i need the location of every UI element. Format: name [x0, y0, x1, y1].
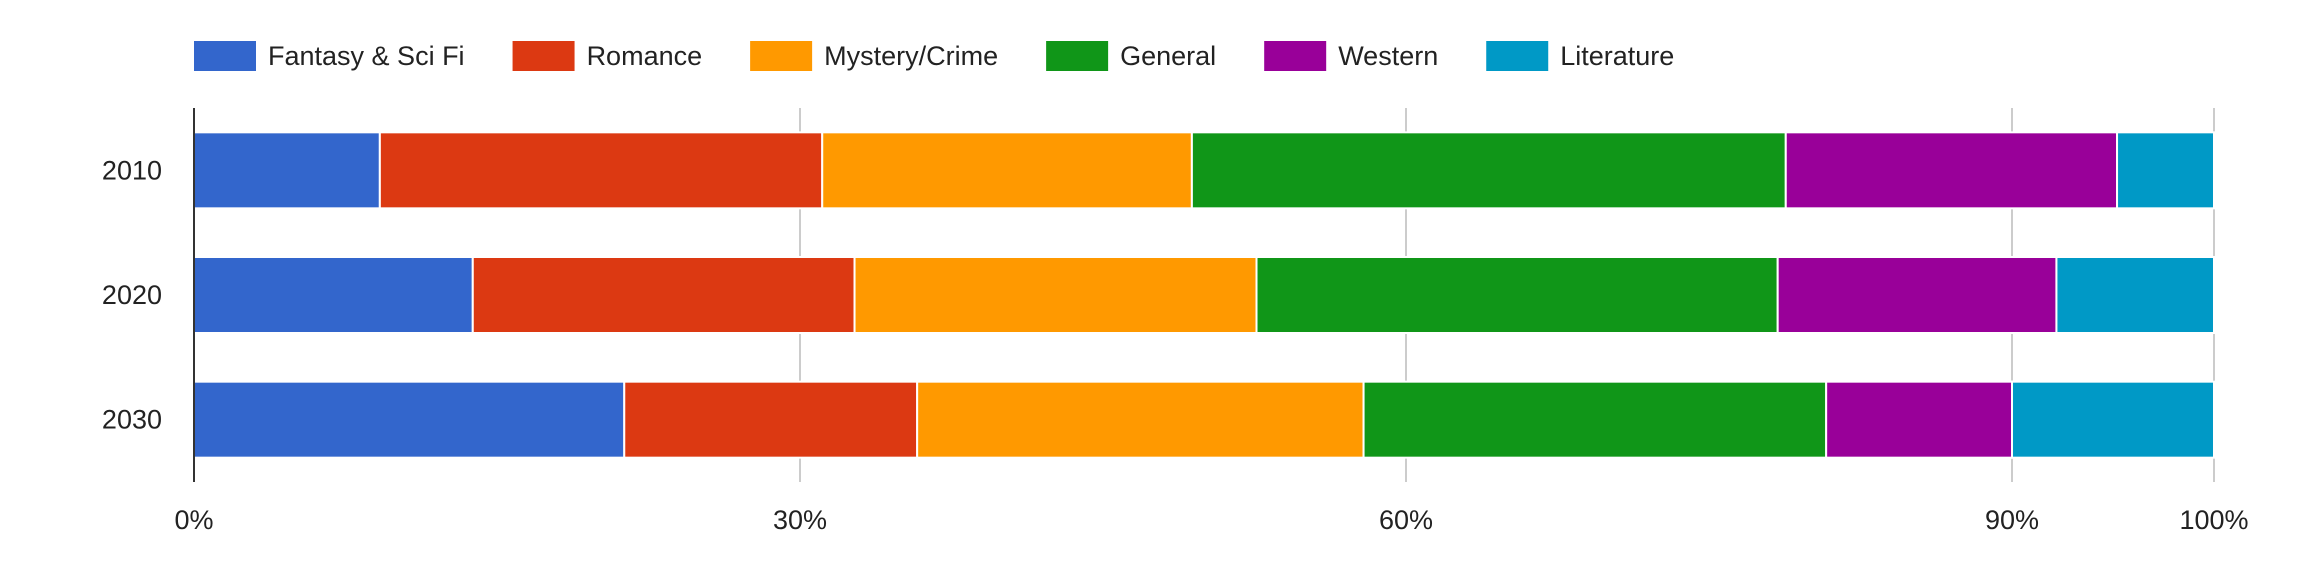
legend-swatch-romance [512, 41, 575, 71]
legend-label-general: General [1120, 41, 1216, 71]
legend-swatch-general [1046, 41, 1109, 71]
bar-2030-general[interactable] [1362, 380, 1828, 459]
bar-2010-fantasy-sci-fi[interactable] [193, 131, 381, 210]
legend-item-western[interactable]: Western [1264, 41, 1438, 71]
bar-2020-general[interactable] [1255, 256, 1779, 334]
legend-label-literature: Literature [1560, 41, 1674, 71]
legend-item-fantasy-sci-fi[interactable]: Fantasy & Sci Fi [194, 41, 465, 71]
legend-swatch-fantasy-sci-fi [194, 41, 256, 71]
bar-2020-romance[interactable] [471, 256, 856, 334]
legend-item-romance[interactable]: Romance [512, 41, 703, 71]
bar-2010-mystery-crime[interactable] [821, 131, 1193, 210]
legend-swatch-literature [1486, 41, 1549, 71]
x-tick-label-60: 60% [1379, 505, 1433, 535]
bar-2030-mystery-crime[interactable] [916, 380, 1365, 459]
bar-2020-western[interactable] [1776, 256, 2058, 334]
axes: 2010 2020 2030 0% 30% 60% 90% 100% [102, 108, 2249, 535]
bar-2020-mystery-crime[interactable] [853, 256, 1258, 334]
bar-2030-literature[interactable] [2011, 380, 2215, 459]
bar-2010-general[interactable] [1190, 131, 1787, 210]
x-tick-label-90: 90% [1985, 505, 2039, 535]
bar-2020-fantasy-sci-fi[interactable] [193, 256, 474, 334]
y-tick-label-2010: 2010 [102, 155, 162, 185]
bar-2030-fantasy-sci-fi[interactable] [193, 380, 626, 459]
bar-2020-literature[interactable] [2055, 256, 2215, 334]
y-tick-label-2020: 2020 [102, 280, 162, 310]
y-tick-label-2030: 2030 [102, 405, 162, 435]
legend-item-literature[interactable]: Literature [1486, 41, 1674, 71]
legend-item-general[interactable]: General [1046, 41, 1216, 71]
bars [193, 131, 2216, 459]
legend-label-mystery-crime: Mystery/Crime [824, 41, 998, 71]
bar-2030-romance[interactable] [623, 380, 919, 459]
bar-2030-western[interactable] [1825, 380, 2014, 459]
legend-label-fantasy-sci-fi: Fantasy & Sci Fi [268, 41, 465, 71]
x-tick-label-0: 0% [174, 505, 213, 535]
legend-label-western: Western [1338, 41, 1438, 71]
legend-item-mystery-crime[interactable]: Mystery/Crime [750, 41, 998, 71]
bar-2010-literature[interactable] [2116, 131, 2216, 210]
legend-label-romance: Romance [587, 41, 703, 71]
bar-2010-romance[interactable] [378, 131, 824, 210]
legend-swatch-mystery-crime [750, 41, 813, 71]
bar-2010-western[interactable] [1784, 131, 2119, 210]
legend: Fantasy & Sci Fi Romance Mystery/Crime Gene… [194, 41, 1674, 71]
x-tick-label-100: 100% [2179, 505, 2248, 535]
legend-swatch-western [1264, 41, 1327, 71]
x-tick-label-30: 30% [773, 505, 827, 535]
